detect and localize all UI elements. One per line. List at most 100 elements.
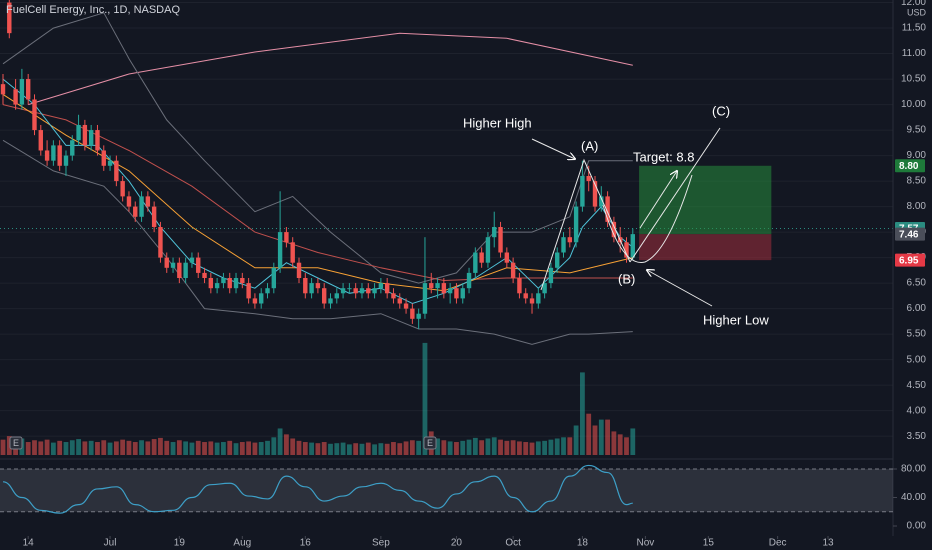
volume-bar bbox=[630, 428, 636, 455]
candle-body bbox=[183, 262, 188, 278]
indicator-line bbox=[2, 139, 633, 345]
candle-body bbox=[410, 308, 415, 319]
candle-body bbox=[164, 257, 169, 268]
volume-bar bbox=[309, 442, 314, 455]
y-tick-label: 11.00 bbox=[902, 48, 927, 59]
volume-bar bbox=[246, 441, 252, 455]
volume-bar bbox=[145, 441, 151, 455]
volume-bar bbox=[277, 428, 283, 455]
volume-bar bbox=[466, 439, 472, 455]
x-tick-label: Aug bbox=[233, 538, 251, 549]
rsi-tick-label: 40.00 bbox=[901, 492, 926, 503]
candle-body bbox=[151, 206, 157, 227]
candle-body bbox=[378, 283, 384, 289]
y-tick-label: 12.00 bbox=[901, 0, 926, 8]
volume-bar bbox=[0, 439, 6, 455]
candle-body bbox=[139, 196, 144, 217]
candle-body bbox=[340, 288, 346, 294]
candle-body bbox=[334, 293, 339, 299]
volume-bar bbox=[88, 440, 94, 455]
candle-body bbox=[366, 288, 371, 294]
volume-bar bbox=[252, 442, 258, 455]
y-tick-label: 11.50 bbox=[902, 23, 927, 34]
volume-bar bbox=[548, 439, 554, 455]
candle-body bbox=[435, 283, 440, 289]
candle-body bbox=[599, 196, 604, 207]
volume-bar bbox=[510, 440, 516, 455]
volume-bar bbox=[498, 439, 503, 455]
candle-body bbox=[479, 252, 484, 263]
volume-bar bbox=[561, 437, 566, 455]
abc-line bbox=[540, 158, 631, 291]
candle-body bbox=[567, 237, 573, 243]
candle-body bbox=[592, 181, 598, 207]
candle-body bbox=[101, 150, 106, 166]
x-tick-label: Dec bbox=[769, 538, 787, 549]
projection-curve bbox=[602, 174, 693, 264]
volume-bar bbox=[227, 440, 233, 455]
volume-bar bbox=[120, 439, 126, 455]
volume-bar bbox=[265, 440, 270, 455]
indicator-line bbox=[28, 32, 633, 106]
y-tick-label: 5.50 bbox=[907, 329, 927, 340]
volume-bar bbox=[447, 441, 453, 455]
x-tick-label: 19 bbox=[174, 538, 186, 549]
candle-body bbox=[416, 313, 421, 319]
volume-bar bbox=[624, 437, 629, 455]
rsi-tick-label: 80.00 bbox=[901, 464, 926, 475]
volume-bar bbox=[416, 440, 422, 455]
volume-bar bbox=[321, 442, 327, 455]
price-label-box bbox=[895, 227, 925, 241]
volume-bar bbox=[189, 442, 195, 455]
volume-bar bbox=[504, 440, 510, 455]
candle-body bbox=[208, 277, 214, 289]
x-tick-label: Sep bbox=[372, 538, 390, 549]
volume-bar bbox=[176, 440, 182, 455]
volume-bar bbox=[328, 443, 333, 455]
volume-bar bbox=[359, 443, 365, 455]
volume-bar bbox=[409, 440, 415, 455]
volume-bar bbox=[397, 443, 403, 455]
candle-body bbox=[88, 130, 94, 146]
x-tick-label: 18 bbox=[577, 538, 589, 549]
volume-bar bbox=[535, 441, 541, 455]
volume-bar bbox=[586, 413, 592, 455]
candle-body bbox=[95, 130, 100, 151]
price-label: 8.80 bbox=[899, 161, 919, 172]
candle-body bbox=[296, 262, 302, 278]
y-tick-label: 10.50 bbox=[901, 74, 926, 85]
y-tick-label: 9.00 bbox=[907, 150, 927, 161]
candle-body bbox=[57, 145, 62, 166]
candle-body bbox=[246, 283, 251, 299]
candle-body bbox=[38, 130, 43, 151]
volume-bar bbox=[346, 444, 352, 455]
candle-body bbox=[70, 140, 75, 156]
x-tick-label: Jul bbox=[104, 538, 117, 549]
volume-bar bbox=[491, 437, 497, 455]
x-tick-label: 16 bbox=[300, 538, 312, 549]
volume-bar bbox=[617, 434, 623, 455]
target-zone bbox=[639, 165, 772, 235]
candle-body bbox=[202, 272, 207, 278]
volume-bar bbox=[403, 441, 409, 455]
candle-body bbox=[624, 242, 629, 258]
candle-body bbox=[347, 288, 352, 290]
candle-body bbox=[126, 196, 132, 207]
candle-body bbox=[460, 288, 465, 299]
x-tick-label: 15 bbox=[703, 538, 715, 549]
candle-body bbox=[32, 99, 37, 131]
x-tick-label: 14 bbox=[23, 538, 35, 549]
volume-bar bbox=[554, 438, 560, 455]
candle-body bbox=[284, 232, 289, 243]
volume-bar bbox=[170, 442, 176, 455]
volume-bar bbox=[573, 425, 579, 455]
candle-body bbox=[233, 277, 239, 289]
earnings-label: E bbox=[13, 438, 19, 448]
candle-body bbox=[561, 237, 566, 253]
candle-body bbox=[555, 252, 560, 268]
candle-body bbox=[13, 89, 18, 105]
volume-bar bbox=[296, 440, 302, 455]
candle-body bbox=[542, 283, 547, 294]
